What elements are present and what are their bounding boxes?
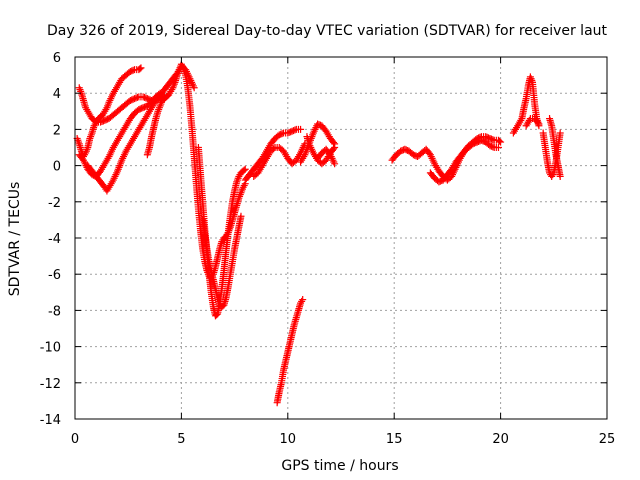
- y-tick-label: -4: [48, 232, 61, 247]
- data-point: [190, 84, 198, 92]
- data-point: [534, 119, 542, 127]
- x-axis-label: GPS time / hours: [281, 458, 398, 474]
- y-tick-label: -2: [48, 196, 61, 211]
- series-arc8: [241, 125, 305, 184]
- data-point: [297, 125, 305, 133]
- series-arc2: [75, 84, 168, 126]
- series-arc13: [273, 296, 307, 407]
- x-tick-label: 10: [280, 432, 297, 447]
- data-points: [73, 60, 564, 407]
- series-arc9: [250, 140, 309, 180]
- data-point: [136, 65, 144, 73]
- data-point: [291, 126, 299, 134]
- y-tick-label: -8: [48, 304, 61, 319]
- series-arc6: [194, 144, 249, 320]
- data-point: [87, 131, 95, 139]
- x-tick-label: 0: [71, 432, 79, 447]
- y-tick-label: 4: [53, 87, 61, 102]
- x-tick-label: 20: [492, 432, 509, 447]
- data-point: [331, 160, 339, 168]
- series-arc1: [73, 64, 145, 161]
- data-point: [91, 117, 99, 125]
- data-point: [330, 145, 338, 153]
- data-point: [241, 165, 249, 173]
- data-point: [494, 144, 502, 151]
- data-point: [556, 172, 564, 180]
- y-axis-label: SDTVAR / TECUs: [7, 182, 23, 297]
- data-point: [556, 129, 564, 137]
- data-point: [489, 136, 497, 144]
- data-point: [240, 166, 248, 174]
- data-point: [75, 138, 83, 146]
- y-tick-label: -12: [40, 377, 61, 392]
- data-point: [129, 66, 137, 74]
- series-arc7: [199, 212, 245, 311]
- data-point: [133, 93, 141, 101]
- data-point: [489, 143, 497, 151]
- chart-title: Day 326 of 2019, Sidereal Day-to-day VTE…: [47, 23, 608, 39]
- series-arc17: [522, 115, 543, 130]
- data-point: [77, 87, 85, 95]
- data-point: [137, 64, 145, 72]
- data-point: [331, 144, 339, 151]
- x-tick-label: 25: [599, 432, 616, 447]
- data-point: [237, 212, 245, 220]
- data-point: [278, 130, 286, 138]
- series-arc11: [303, 133, 339, 168]
- series-arc19: [546, 115, 564, 180]
- y-tick-label: 2: [53, 123, 61, 138]
- x-tick-label: 15: [386, 432, 403, 447]
- data-point: [299, 296, 307, 304]
- series-arc12: [314, 145, 339, 168]
- data-point: [330, 139, 338, 147]
- y-axis-ticks: -14 -12 -10 -8 -6 -4 -2 0 2 4 6: [40, 51, 607, 428]
- data-point: [497, 138, 505, 146]
- y-tick-label: 6: [53, 51, 61, 66]
- data-point: [496, 137, 504, 145]
- x-tick-label: 5: [177, 432, 185, 447]
- y-tick-label: 0: [53, 160, 61, 175]
- data-point: [535, 120, 543, 128]
- grid-lines: [75, 57, 607, 419]
- y-tick-label: -14: [40, 413, 61, 428]
- y-tick-label: -6: [48, 268, 61, 283]
- y-tick-label: -10: [40, 341, 61, 356]
- data-point: [270, 145, 278, 153]
- series-arc15: [426, 136, 502, 186]
- series-arc4: [84, 62, 198, 195]
- x-axis-ticks: 0 5 10 15 20 25: [71, 57, 615, 447]
